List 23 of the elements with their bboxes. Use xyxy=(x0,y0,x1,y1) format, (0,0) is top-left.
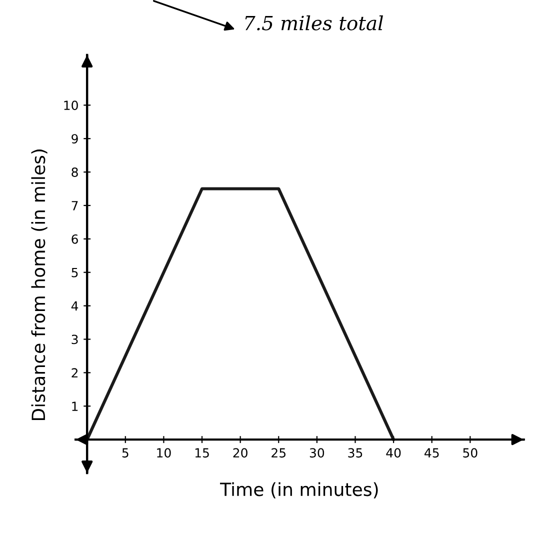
y-tick-label: 8 xyxy=(72,168,78,177)
y-tick-label: 4 xyxy=(71,301,78,311)
y-tick-label: 1 xyxy=(72,402,78,411)
x-tick-label: 30 xyxy=(310,448,324,458)
y-tick-label: 10 xyxy=(64,100,78,110)
y-tick-label: 3 xyxy=(72,334,78,344)
x-tick-label: 5 xyxy=(122,448,128,458)
y-tick-label: 7 xyxy=(72,201,78,210)
y-tick-label: 5 xyxy=(72,268,78,278)
y-tick-label: 2 xyxy=(72,368,78,378)
x-tick-label: 45 xyxy=(424,448,439,458)
x-tick-label: 50 xyxy=(463,448,478,458)
x-tick-label: 10 xyxy=(157,448,171,458)
x-axis-title: Time (in minutes) xyxy=(220,482,378,498)
x-tick-label: 40 xyxy=(386,448,401,458)
y-tick-label: 6 xyxy=(72,234,78,244)
x-tick-label: 20 xyxy=(233,448,248,458)
text: 7.5 miles total xyxy=(245,15,383,30)
y-axis-title: Distance from home (in miles) xyxy=(31,150,48,420)
x-tick-label: 15 xyxy=(195,448,209,458)
y-tick-label: 9 xyxy=(72,134,78,144)
x-tick-label: 35 xyxy=(348,448,362,458)
x-tick-label: 25 xyxy=(272,448,286,458)
